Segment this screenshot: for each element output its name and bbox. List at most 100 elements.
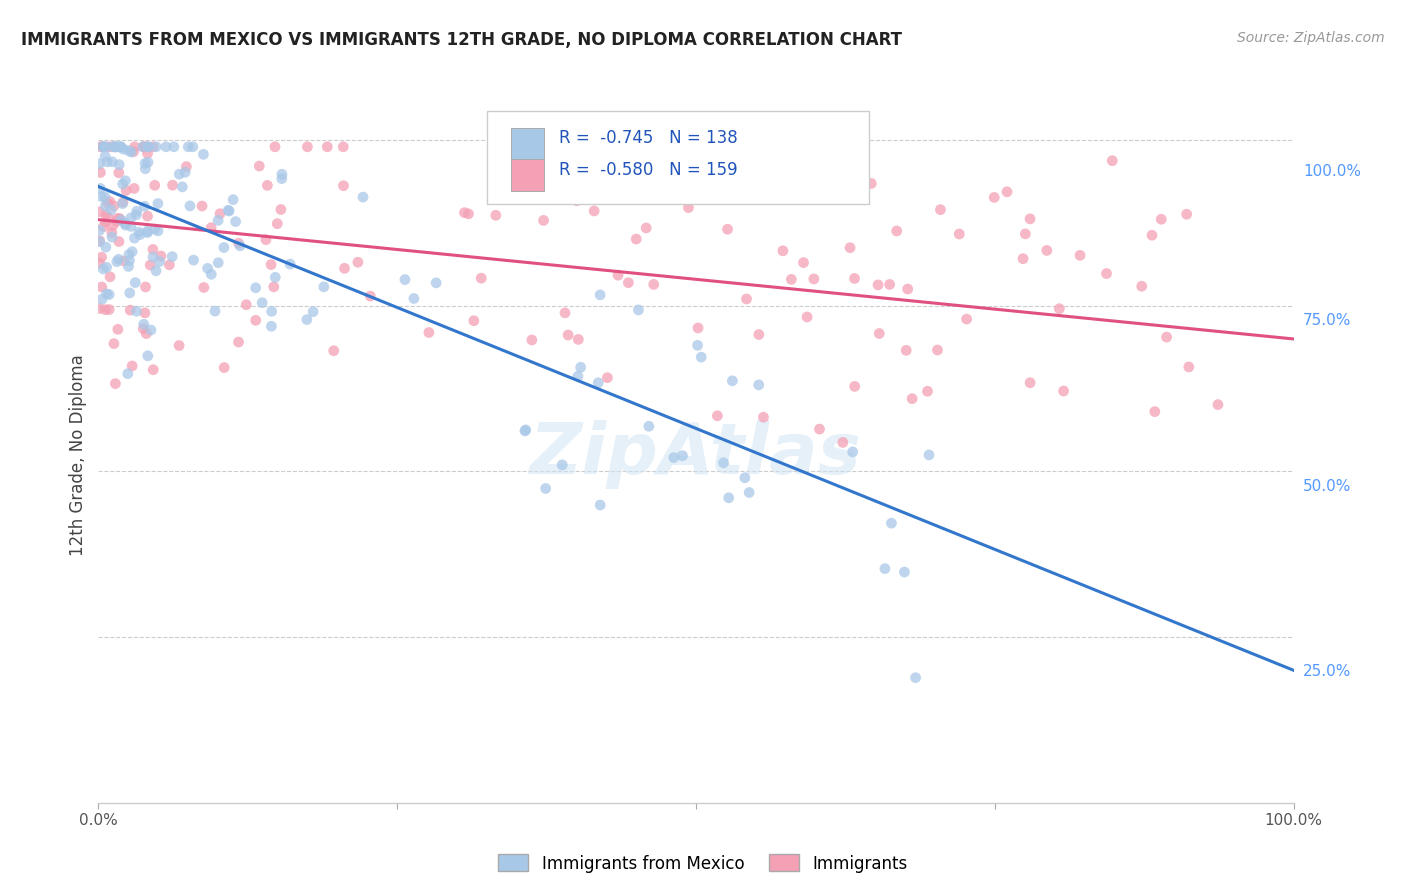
Point xyxy=(995,185,1018,199)
Point xyxy=(197,261,219,276)
Point xyxy=(155,140,177,154)
Point xyxy=(1019,211,1042,226)
Point xyxy=(132,321,155,335)
Point xyxy=(110,213,132,227)
Point xyxy=(470,271,492,285)
Point xyxy=(108,235,131,249)
Point xyxy=(121,359,143,373)
Point xyxy=(89,301,111,316)
Point xyxy=(91,140,114,154)
Point xyxy=(1019,376,1042,390)
Point xyxy=(129,227,152,242)
Point xyxy=(485,208,508,222)
Point xyxy=(134,306,156,320)
Point xyxy=(103,336,125,351)
Point xyxy=(101,226,124,240)
Point xyxy=(247,159,270,173)
Point xyxy=(897,282,920,296)
Point xyxy=(93,219,115,234)
Point xyxy=(266,217,288,231)
Point xyxy=(90,280,112,294)
Point xyxy=(134,199,156,213)
Point xyxy=(515,423,537,437)
Point xyxy=(93,140,115,154)
Point xyxy=(142,362,165,376)
Point xyxy=(107,211,129,226)
Point xyxy=(463,314,485,328)
Point xyxy=(508,140,530,154)
Point xyxy=(172,179,194,194)
Point xyxy=(191,199,214,213)
Point xyxy=(132,140,155,154)
Point xyxy=(793,255,815,269)
Point xyxy=(117,144,139,158)
Point xyxy=(110,140,132,154)
Point xyxy=(111,177,134,191)
Point xyxy=(96,260,118,275)
Point xyxy=(200,220,222,235)
Point xyxy=(207,213,229,227)
Point xyxy=(1130,279,1153,293)
Text: R =  -0.745   N = 138: R = -0.745 N = 138 xyxy=(558,129,737,147)
Y-axis label: 12th Grade, No Diploma: 12th Grade, No Diploma xyxy=(69,354,87,556)
Point xyxy=(1014,227,1036,241)
Point xyxy=(217,203,239,218)
Point xyxy=(108,166,131,180)
Point xyxy=(738,485,761,500)
Point xyxy=(831,435,853,450)
Point xyxy=(207,256,229,270)
Point xyxy=(163,140,186,154)
Point xyxy=(142,140,165,154)
Point xyxy=(333,261,356,276)
Point xyxy=(94,140,117,154)
Point xyxy=(98,269,121,284)
Point xyxy=(145,140,167,154)
Point xyxy=(270,202,292,217)
Point xyxy=(138,140,160,154)
Point xyxy=(89,256,111,270)
Point xyxy=(627,302,650,317)
Point xyxy=(107,322,129,336)
Point xyxy=(139,323,162,337)
Point xyxy=(105,254,128,268)
Point xyxy=(721,186,744,200)
Point xyxy=(108,140,131,154)
Point xyxy=(626,232,648,246)
Point xyxy=(145,264,167,278)
Point xyxy=(254,233,277,247)
Point xyxy=(1101,153,1123,168)
Point xyxy=(124,140,146,154)
Point xyxy=(90,250,112,264)
Point xyxy=(162,178,184,193)
Point xyxy=(264,140,287,154)
Point xyxy=(91,140,114,154)
Point xyxy=(89,165,111,179)
Point xyxy=(322,343,344,358)
Point xyxy=(228,236,250,251)
Point xyxy=(780,272,803,286)
Point xyxy=(100,202,122,217)
Point xyxy=(297,140,319,154)
Point xyxy=(143,178,166,193)
Point xyxy=(927,343,949,357)
Point xyxy=(134,161,156,176)
FancyBboxPatch shape xyxy=(510,159,544,191)
Point xyxy=(94,215,117,229)
Point xyxy=(735,292,758,306)
Point xyxy=(98,302,121,317)
Point xyxy=(101,219,124,233)
Point xyxy=(146,224,169,238)
Point xyxy=(114,218,136,232)
Point xyxy=(149,249,172,263)
Point xyxy=(132,317,155,331)
Point xyxy=(136,155,159,169)
Point xyxy=(104,140,127,154)
Point xyxy=(89,140,111,154)
Point xyxy=(534,482,557,496)
Point xyxy=(218,204,240,219)
Point xyxy=(183,253,205,268)
Point xyxy=(142,243,165,257)
Point xyxy=(1143,404,1166,418)
Point xyxy=(112,254,135,268)
Point xyxy=(104,140,127,154)
